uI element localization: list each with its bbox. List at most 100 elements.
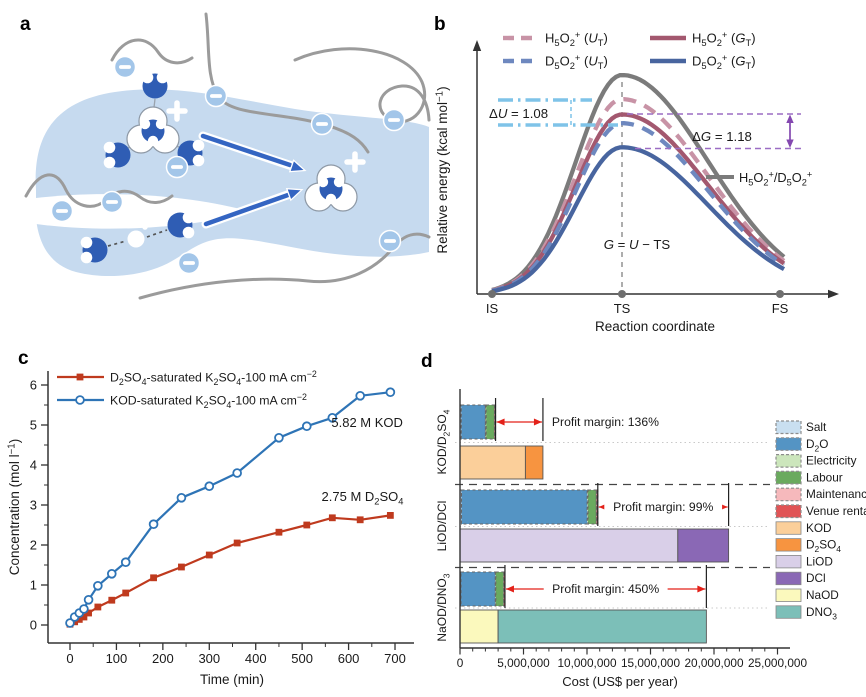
d-legend-label: DNO3	[806, 605, 837, 622]
d-cost-segment	[485, 404, 495, 440]
b-x-tick-label: TS	[614, 301, 631, 316]
c-y-tick-label: 6	[30, 378, 37, 393]
proton-transfer-bonds	[107, 229, 168, 247]
d-group-label: NaOD/DNO3	[435, 573, 452, 641]
b-deltaG-arrowhead	[786, 139, 794, 148]
c-marker-square	[356, 516, 364, 524]
c-marker-square	[328, 514, 336, 522]
c-x-tick-label: 100	[106, 651, 128, 666]
d-profit-arrowhead	[697, 585, 706, 593]
c-marker-circle	[83, 594, 94, 605]
panel-a-illustration	[24, 12, 431, 300]
c-y-tick-label: 5	[30, 418, 37, 433]
c-x-tick-label: 200	[152, 651, 174, 666]
d-legend-label: D2O	[806, 437, 828, 454]
panel-label-b: b	[434, 14, 446, 35]
d-revenue-segment	[459, 609, 499, 644]
polymer-strand	[138, 232, 431, 300]
panel-label-d: d	[421, 351, 433, 372]
d-revenue-segment	[524, 445, 544, 480]
d-x-tick-label: 20,000,000	[684, 656, 743, 670]
minus-site	[382, 108, 406, 132]
b-equation: G = U − TS	[604, 237, 671, 252]
d-legend-label: LiOD	[806, 554, 833, 568]
d-legend-label: KOD	[806, 521, 832, 535]
minus-site	[50, 199, 74, 223]
d-legend-label: Maintenance	[806, 487, 866, 501]
transferring-proton	[127, 230, 145, 248]
d-cost-segment	[460, 571, 496, 607]
d-cost-segment	[461, 489, 588, 525]
c-marker-circle	[93, 580, 103, 591]
d-legend-swatch	[775, 571, 802, 586]
b-x-tick-label: FS	[772, 301, 789, 316]
minus-site	[177, 251, 201, 275]
b-x-axis-arrow	[828, 289, 839, 299]
c-marker-circle	[65, 618, 75, 628]
d-profit-label: Profit margin: 136%	[552, 415, 659, 429]
d-legend-swatch	[775, 504, 802, 519]
b-state-dot	[618, 290, 626, 298]
c-y-tick-label: 4	[30, 458, 37, 473]
minus-site	[204, 84, 228, 108]
d-cost-segment	[587, 489, 597, 525]
d-legend-label: Venue rental	[806, 504, 866, 518]
c-marker-square	[233, 539, 241, 547]
c-marker-square	[94, 603, 102, 611]
c-x-tick-label: 500	[291, 651, 313, 666]
panel-label-c: c	[18, 348, 29, 369]
panel-label-a: a	[20, 14, 31, 35]
d-revenue-segment	[459, 528, 679, 563]
d-group-label: KOD/D2SO4	[435, 409, 452, 474]
d-legend-label: D2SO4	[806, 538, 841, 555]
d-legend-swatch	[775, 588, 802, 602]
b-curve	[491, 112, 786, 293]
c-marker-circle	[355, 390, 365, 401]
c-marker-circle	[232, 468, 242, 478]
c-marker-square	[122, 589, 130, 597]
b-curve	[491, 96, 786, 293]
d-legend-label: Labour	[806, 470, 843, 484]
c-x-tick-label: 0	[66, 651, 73, 666]
c-x-axis-title: Time (min)	[200, 672, 264, 687]
d-legend-swatch	[775, 605, 802, 619]
d-legend-label: NaOD	[806, 588, 839, 602]
minus-site	[100, 190, 124, 214]
panel-b-energy-diagram: ΔU = 1.08 ΔG = 1.18 G = U − TS H5O2+/D5O2+ I…	[435, 30, 839, 334]
d-revenue-segment	[497, 609, 707, 644]
b-curve	[491, 121, 786, 293]
d-legend-swatch	[775, 521, 802, 535]
minus-site	[113, 55, 137, 79]
minus-site	[378, 229, 402, 253]
b-deltaU-label: ΔU = 1.08	[489, 106, 548, 121]
c-marker-circle	[79, 604, 89, 614]
c-marker-circle	[148, 519, 159, 529]
c-legend-label: D2SO4-saturated K2SO4-100 mA cm−2	[110, 369, 317, 387]
c-y-tick-label: 0	[30, 618, 37, 633]
d-x-tick-label: 5,000,000	[497, 656, 550, 670]
c-annotation: 5.82 M KOD	[331, 415, 403, 430]
c-y-tick-label: 3	[30, 498, 37, 513]
d-profit-label-bg	[543, 581, 668, 597]
b-curve	[491, 72, 786, 293]
d-x-axis-title: Cost (US$ per year)	[562, 674, 678, 689]
b-gray-legend-label: H5O2+/D5O2+	[739, 170, 812, 188]
d-legend-swatch	[775, 437, 802, 451]
d-revenue-segment	[677, 528, 730, 563]
b-equation-bg	[596, 237, 680, 252]
c-y-axis-title: Concentration (mol l−1)	[7, 439, 23, 575]
b-state-dot	[776, 290, 784, 298]
d-legend-label: DCl	[806, 571, 826, 585]
d-x-tick-label: 10,000,000	[557, 656, 616, 670]
c-marker-circle	[176, 492, 187, 503]
c-marker-square	[108, 596, 116, 604]
c-marker-square	[75, 616, 83, 623]
c-x-tick-label: 700	[384, 651, 406, 666]
b-y-axis-arrow	[472, 40, 482, 51]
d-profit-arrowhead	[505, 585, 514, 593]
c-marker-square	[80, 613, 88, 621]
b-y-axis-title: Relative energy (kcal mol−1)	[435, 86, 451, 253]
c-marker-square	[205, 551, 213, 559]
